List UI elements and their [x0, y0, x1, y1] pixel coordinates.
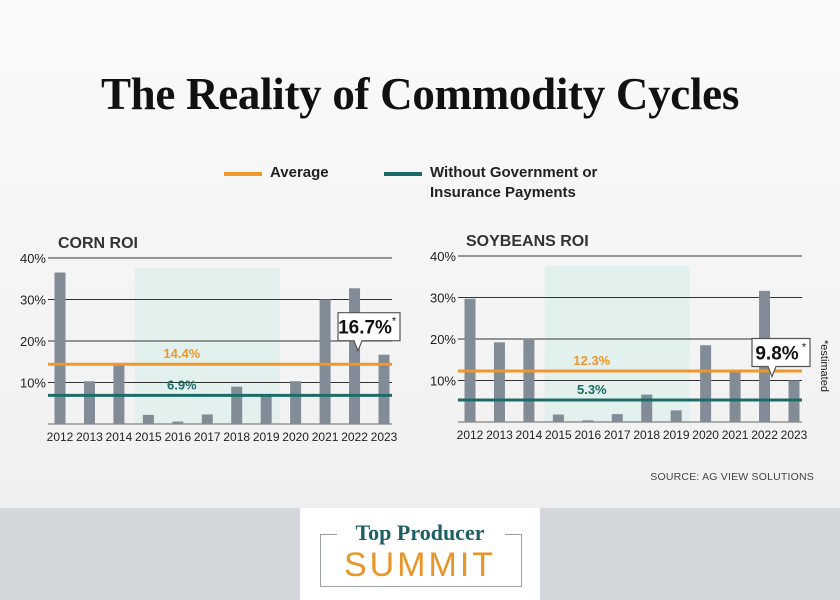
x-tick-label: 2015 — [135, 430, 162, 444]
logo-frame — [320, 534, 522, 587]
x-tick-label: 2021 — [312, 430, 339, 444]
bar-2023 — [378, 354, 390, 424]
bar-2012 — [464, 298, 476, 422]
average-label: 12.3% — [573, 353, 610, 368]
bar-2016 — [172, 421, 184, 424]
legend-average-swatch — [224, 172, 262, 176]
x-tick-label: 2013 — [76, 430, 103, 444]
without-gov-label: 5.3% — [577, 382, 607, 397]
bar-2016 — [582, 420, 594, 422]
callout-value: 16.7% — [338, 318, 392, 339]
y-tick-label: 20% — [430, 332, 456, 347]
bar-2012 — [54, 272, 66, 424]
callout-asterisk: * — [802, 342, 807, 354]
y-tick-label: 20% — [20, 334, 46, 349]
x-tick-label: 2014 — [516, 428, 543, 442]
chart-corn: 10% 20% 30% 40% 2012 2013 2014 2015 2016 2017 2018… — [20, 235, 401, 444]
legend-without-gov-label: Without Government or Insurance Payments — [430, 164, 598, 201]
x-tick-label: 2012 — [47, 430, 74, 444]
x-tick-label: 2016 — [574, 428, 601, 442]
callout-asterisk: * — [392, 316, 397, 328]
x-tick-label: 2022 — [751, 428, 778, 442]
y-tick-label: 40% — [20, 251, 46, 266]
x-tick-label: 2017 — [194, 430, 221, 444]
chart-title: CORN ROI — [58, 235, 138, 252]
average-label: 14.4% — [163, 346, 200, 361]
y-tick-label: 40% — [430, 249, 456, 264]
bar-2020 — [290, 381, 302, 424]
y-tick-label: 30% — [20, 293, 46, 308]
x-tick-label: 2021 — [722, 428, 749, 442]
bar-2013 — [493, 342, 505, 422]
y-tick-label: 10% — [430, 374, 456, 389]
source-note: SOURCE: AG VIEW SOLUTIONS — [650, 471, 814, 483]
bar-2018 — [641, 394, 653, 422]
x-tick-label: 2018 — [633, 428, 660, 442]
x-tick-label: 2019 — [663, 428, 690, 442]
x-tick-label: 2023 — [781, 428, 808, 442]
x-tick-label: 2014 — [106, 430, 133, 444]
callout-value: 9.8% — [755, 344, 798, 365]
bar-2019 — [670, 410, 682, 422]
chart-soybeans: 10% 20% 30% 40% 2012 2013 2014 2015 2016 2017 2018… — [430, 233, 811, 442]
logo-line1: Top Producer — [355, 520, 485, 545]
highlight-band — [544, 266, 690, 422]
highlight-band — [134, 268, 280, 424]
y-tick-label: 10% — [20, 376, 46, 391]
bar-2014 — [523, 338, 535, 422]
x-tick-label: 2013 — [486, 428, 513, 442]
x-tick-label: 2018 — [223, 430, 250, 444]
logo-line2: SUMMIT — [343, 546, 497, 584]
legend-without-gov-swatch — [384, 172, 422, 176]
bar-2015 — [142, 414, 154, 424]
charts-canvas: 10%20%30%40%2012 2013 2014 2015 2016 2017 2018… — [20, 233, 830, 444]
legend-average-label: Average — [270, 164, 329, 181]
callout-box — [751, 337, 811, 379]
x-tick-label: 2015 — [545, 428, 572, 442]
bar-2021 — [319, 299, 331, 424]
x-tick-label: 2023 — [371, 430, 398, 444]
x-tick-label: 2019 — [253, 430, 280, 444]
x-tick-label: 2020 — [692, 428, 719, 442]
bar-2020 — [700, 345, 712, 422]
x-tick-label: 2016 — [164, 430, 191, 444]
callout-box — [337, 312, 401, 353]
bar-2019 — [260, 395, 272, 424]
page-title: The Reality of Commodity Cycles — [100, 69, 740, 119]
bar-2021 — [729, 369, 741, 422]
x-tick-label: 2012 — [457, 428, 484, 442]
without-gov-label: 6.9% — [167, 377, 197, 392]
estimated-note: *estimated — [818, 340, 830, 392]
bar-2013 — [83, 381, 95, 424]
summit-logo: Top Producer SUMMIT — [300, 508, 540, 600]
chart-title: SOYBEANS ROI — [466, 233, 589, 250]
x-tick-label: 2020 — [282, 430, 309, 444]
bar-2022 — [349, 288, 361, 424]
bar-2017 — [611, 414, 623, 422]
bar-2015 — [552, 414, 564, 422]
x-tick-label: 2017 — [604, 428, 631, 442]
bar-2017 — [201, 414, 213, 424]
bar-2018 — [231, 386, 243, 424]
y-tick-label: 30% — [430, 291, 456, 306]
x-tick-label: 2022 — [341, 430, 368, 444]
